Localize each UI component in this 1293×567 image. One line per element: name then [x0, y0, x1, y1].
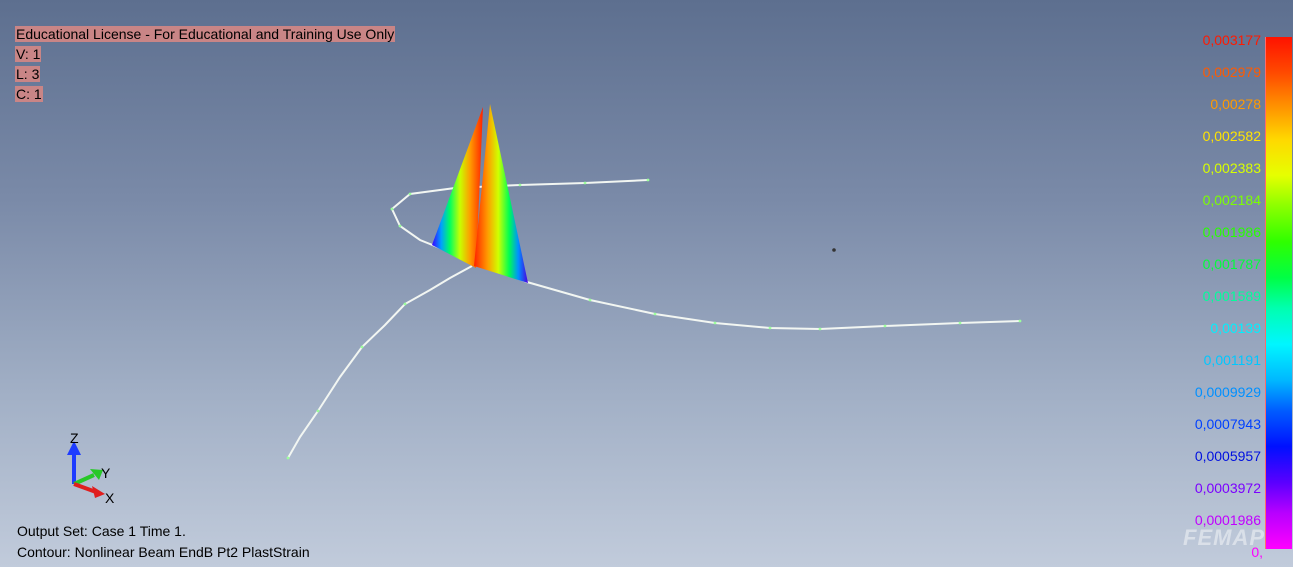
contour-legend: 0,003177 0,002979 0,00278 0,002582 0,002383 0… — [1170, 30, 1293, 560]
legend-value: 0,001589 — [1202, 288, 1261, 304]
legend-value: 0,0007943 — [1194, 416, 1261, 432]
view-center-marker — [832, 248, 836, 252]
legend-value: 0,002184 — [1202, 192, 1261, 208]
view-indicator: V: 1 — [15, 46, 42, 62]
legend-value: 0,0005957 — [1194, 448, 1261, 464]
output-set-label: Output Set: Case 1 Time 1. — [17, 523, 186, 539]
license-text: Educational License - For Educational an… — [15, 26, 396, 42]
contour-colorbar — [1265, 37, 1292, 549]
contour-label: Contour: Nonlinear Beam EndB Pt2 PlastSt… — [17, 544, 310, 560]
color-indicator: C: 1 — [15, 86, 43, 102]
legend-value: 0,0001986 — [1194, 512, 1261, 528]
legend-value: 0,0009929 — [1194, 384, 1261, 400]
beam-line-lower[interactable] — [287, 265, 473, 459]
axis-z-label: Z — [70, 430, 79, 446]
legend-value: 0,001787 — [1202, 256, 1261, 272]
layer-indicator: L: 3 — [15, 66, 41, 82]
legend-value: 0,002582 — [1202, 128, 1261, 144]
legend-value: 0, — [1251, 544, 1263, 560]
legend-value: 0,003177 — [1202, 32, 1261, 48]
axis-x-label: X — [105, 490, 115, 506]
output-info: Output Set: Case 1 Time 1. Contour: Nonl… — [17, 521, 310, 563]
legend-value: 0,001191 — [1203, 352, 1261, 368]
legend-value: 0,002383 — [1202, 160, 1261, 176]
legend-value: 0,0003972 — [1194, 480, 1261, 496]
legend-value: 0,002979 — [1202, 64, 1261, 80]
contour-shape-left[interactable] — [432, 107, 483, 268]
beam-nodes — [286, 178, 1022, 460]
contour-shape-right[interactable] — [474, 104, 528, 283]
axis-triad: Z Y X — [67, 430, 115, 506]
legend-value: 0,00278 — [1210, 96, 1261, 112]
legend-value: 0,001986 — [1202, 224, 1261, 240]
legend-value: 0,00139 — [1210, 320, 1261, 336]
femap-watermark: FEMAP — [1183, 525, 1265, 550]
axis-y-label: Y — [101, 465, 111, 481]
